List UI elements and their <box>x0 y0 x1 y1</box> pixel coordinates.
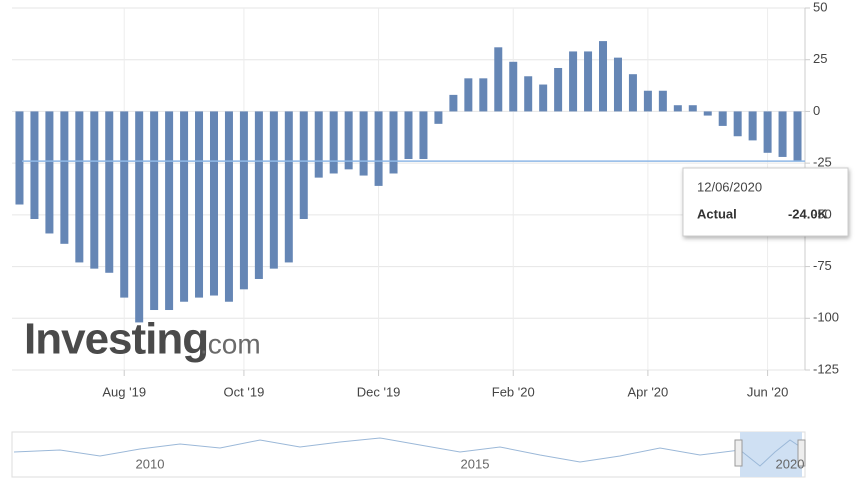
bar <box>359 111 368 176</box>
bar <box>569 51 578 112</box>
x-tick-label: Dec '19 <box>357 384 401 399</box>
plot <box>12 7 810 376</box>
bar <box>584 51 593 112</box>
tooltip: 12/06/2020 Actual -24.0K <box>682 167 849 237</box>
bar <box>299 111 308 219</box>
bar <box>673 105 682 112</box>
bar <box>15 111 24 205</box>
x-tick-label: Feb '20 <box>492 384 535 399</box>
x-tick-label: Aug '19 <box>102 384 146 399</box>
navigator-label: 2015 <box>461 456 490 471</box>
y-tick-label: -125 <box>813 361 839 376</box>
bar <box>763 111 772 153</box>
x-tick-label: Apr '20 <box>627 384 668 399</box>
bar <box>344 111 353 170</box>
bar <box>733 111 742 137</box>
bar <box>165 111 174 311</box>
bar <box>135 111 144 323</box>
bar <box>464 78 473 112</box>
bar <box>105 111 114 273</box>
bar <box>284 111 293 263</box>
bar <box>554 67 563 112</box>
bar <box>30 111 39 219</box>
x-tick-label: Jun '20 <box>747 384 789 399</box>
y-tick-label: 50 <box>813 0 827 14</box>
bar <box>509 61 518 112</box>
bar <box>524 76 533 112</box>
y-tick-label: -100 <box>813 310 839 325</box>
bar <box>778 111 787 157</box>
bar <box>120 111 129 298</box>
bar <box>658 90 667 112</box>
bar <box>688 105 697 112</box>
y-tick-label: -50 <box>813 206 832 221</box>
bar <box>628 74 637 112</box>
tooltip-box <box>682 167 849 237</box>
tooltip-date: 12/06/2020 <box>697 179 762 194</box>
navigator-frame <box>11 431 806 478</box>
bar <box>239 111 248 290</box>
bar <box>374 111 383 186</box>
bar <box>793 111 802 162</box>
bar <box>494 47 503 112</box>
tooltip-label: Actual <box>697 206 737 221</box>
watermark-brand: Investing <box>24 315 208 364</box>
navigator-handle[interactable] <box>797 439 806 467</box>
navigator-handle[interactable] <box>734 439 743 467</box>
bar <box>404 111 413 160</box>
tooltip-value: -24.0K <box>788 206 828 221</box>
bar <box>75 111 84 263</box>
bar <box>643 90 652 112</box>
bar <box>60 111 69 244</box>
bar <box>254 111 263 279</box>
watermark-suffix: .com <box>200 328 261 359</box>
navigator-label: 2020 <box>776 456 805 471</box>
bar <box>748 111 757 141</box>
bar <box>45 111 54 234</box>
bar <box>539 84 548 112</box>
bar <box>449 94 458 112</box>
bar <box>195 111 204 298</box>
navigator-selection <box>740 432 802 477</box>
bar <box>479 78 488 112</box>
bar <box>180 111 189 302</box>
y-tick-label: -75 <box>813 258 832 273</box>
y-tick-label: 25 <box>813 51 827 66</box>
y-tick-label: -25 <box>813 155 832 170</box>
bar <box>599 41 608 112</box>
bar <box>209 111 218 296</box>
navigator <box>11 431 806 478</box>
bar <box>329 111 338 174</box>
navigator-line <box>13 437 803 467</box>
bar <box>703 111 712 116</box>
bar <box>224 111 233 302</box>
x-tick-label: Oct '19 <box>224 384 265 399</box>
bar <box>434 111 443 124</box>
bar <box>718 111 727 126</box>
navigator-label: 2010 <box>136 456 165 471</box>
bar <box>389 111 398 174</box>
bar <box>90 111 99 269</box>
bar <box>269 111 278 269</box>
bar <box>419 111 428 160</box>
y-tick-label: 0 <box>813 103 820 118</box>
bar <box>314 111 323 178</box>
bar <box>613 57 622 112</box>
bar <box>150 111 159 311</box>
